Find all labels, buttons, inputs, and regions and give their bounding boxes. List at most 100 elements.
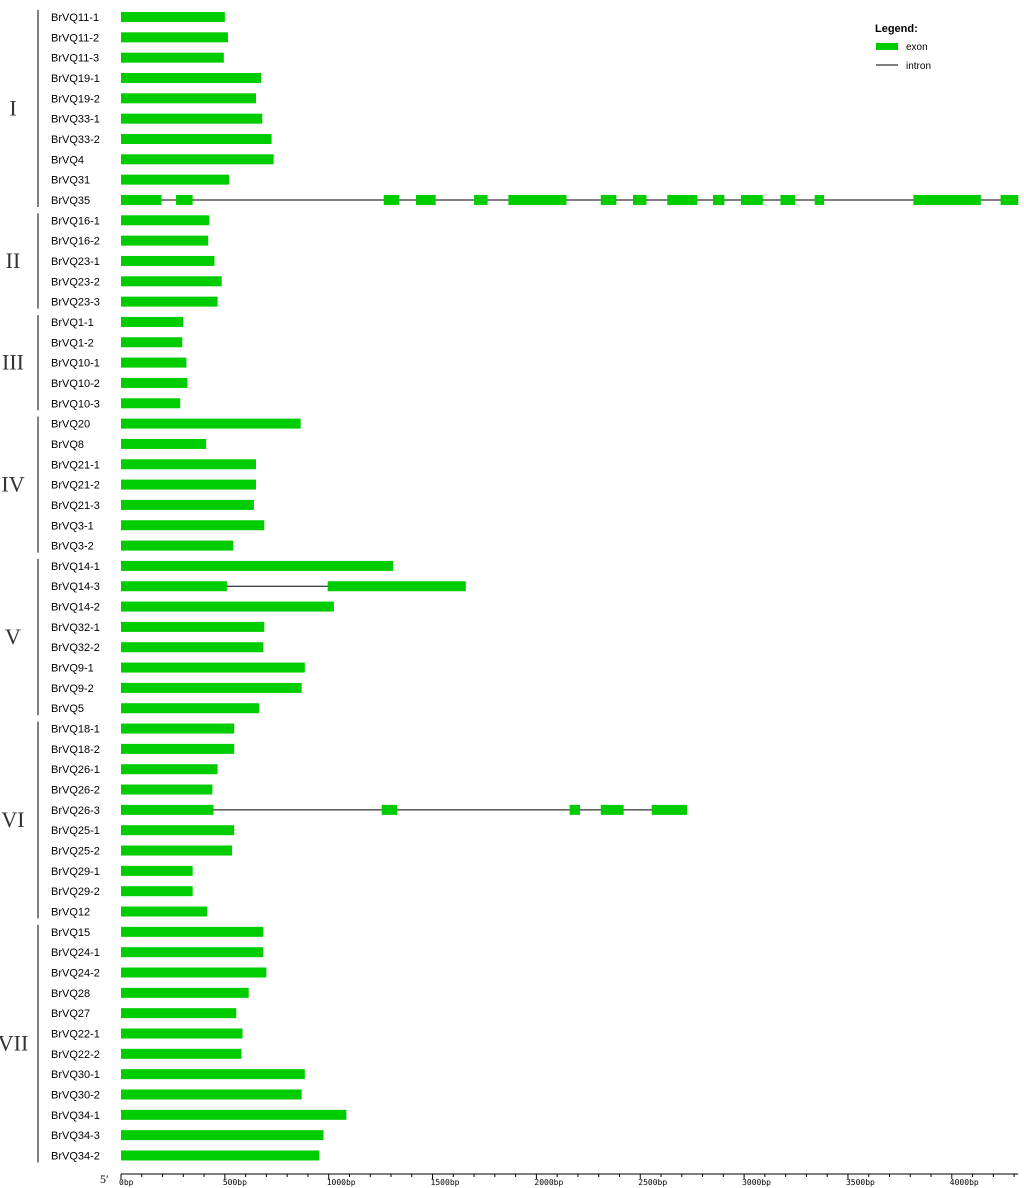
gene-label: BrVQ23-3 (51, 297, 100, 309)
exon-bar (121, 154, 274, 165)
exon-bar (121, 174, 230, 185)
gene-label: BrVQ16-1 (51, 215, 100, 227)
gene-row: BrVQ10-3 (51, 398, 181, 410)
exon-bar (121, 93, 257, 104)
gene-row: BrVQ9-2 (51, 682, 302, 695)
gene-row: BrVQ10-1 (51, 357, 187, 370)
exon-bar (121, 723, 235, 734)
gene-label: BrVQ34-2 (51, 1150, 100, 1162)
gene-label: BrVQ12 (51, 907, 90, 919)
exon-bar (600, 194, 617, 205)
gene-label: BrVQ24-2 (51, 968, 100, 980)
exon-bar (121, 703, 260, 714)
exon-bar (121, 621, 265, 632)
group-label: VI (1, 807, 24, 832)
exon-bar (121, 52, 224, 63)
gene-label: BrVQ27 (51, 1008, 90, 1020)
gene-label: BrVQ15 (51, 927, 90, 939)
legend-exon-label: exon (906, 42, 928, 53)
gene-label: BrVQ21-3 (51, 500, 100, 512)
exon-bar (121, 113, 263, 124)
gene-row: BrVQ19-2 (51, 93, 257, 105)
gene-label: BrVQ16-2 (51, 236, 100, 248)
gene-label: BrVQ11-1 (51, 12, 99, 24)
legend-intron-label: intron (906, 61, 931, 72)
exon-bar (600, 804, 624, 815)
exon-bar (121, 1130, 324, 1141)
exon-bar (383, 194, 400, 205)
gene-label: BrVQ22-2 (51, 1049, 100, 1061)
exon-bar (327, 581, 466, 592)
axis-tick-label: 4000bp (950, 1178, 979, 1187)
gene-row: BrVQ34-3 (51, 1130, 324, 1142)
gene-row: BrVQ28 (51, 987, 249, 1000)
exon-bar (121, 459, 257, 470)
gene-label: BrVQ1-2 (51, 337, 94, 349)
exon-bar (121, 987, 249, 998)
gene-row: BrVQ11-1 (51, 12, 225, 24)
exon-bar (1000, 194, 1019, 205)
gene-label: BrVQ26-2 (51, 785, 100, 797)
gene-row: BrVQ25-1 (51, 825, 235, 837)
exon-bar (814, 194, 825, 205)
exon-bar (121, 784, 213, 795)
group-label: II (6, 248, 21, 273)
gene-row: BrVQ14-2 (51, 601, 334, 614)
exon-bar (121, 540, 234, 551)
exon-bar (121, 1069, 305, 1080)
gene-rows: BrVQ11-1 BrVQ11-2 BrVQ11-3 BrVQ19-1 BrVQ19-2… (51, 12, 1019, 1162)
gene-row: BrVQ23-1 (51, 255, 215, 268)
exon-bar (667, 194, 698, 205)
axis-tick-label: 3000bp (742, 1178, 771, 1187)
gene-label: BrVQ19-2 (51, 93, 100, 105)
gene-row: BrVQ18-1 (51, 723, 235, 736)
exon-bar (121, 398, 181, 409)
gene-row: BrVQ26-1 (51, 764, 218, 776)
five-prime-label: 5′ (100, 1172, 109, 1186)
gene-row: BrVQ24-1 (51, 947, 264, 959)
axis-tick-label: 500bp (223, 1178, 247, 1187)
gene-row: BrVQ22-2 (51, 1048, 242, 1061)
exon-bar (121, 743, 235, 754)
gene-label: BrVQ21-1 (51, 459, 100, 471)
axis-tick-label: 2000bp (534, 1178, 563, 1187)
gene-label: BrVQ29-2 (51, 886, 100, 898)
gene-row: BrVQ16-2 (51, 235, 209, 248)
exon-bar (121, 194, 162, 205)
gene-label: BrVQ26-1 (51, 764, 100, 776)
gene-label: BrVQ9-2 (51, 683, 94, 695)
gene-row: BrVQ34-2 (51, 1150, 320, 1162)
gene-label: BrVQ26-3 (51, 805, 100, 817)
gene-row: BrVQ4 (51, 154, 274, 166)
gene-row: BrVQ27 (51, 1008, 237, 1020)
gene-label: BrVQ5 (51, 703, 84, 715)
legend: Legend: exon intron (875, 23, 931, 72)
exon-bar (121, 1008, 237, 1019)
gene-row: BrVQ32-2 (51, 642, 264, 654)
gene-row: BrVQ29-1 (51, 865, 193, 878)
gene-row: BrVQ5 (51, 703, 260, 715)
gene-row: BrVQ35 (51, 194, 1019, 207)
gene-label: BrVQ8 (51, 439, 84, 451)
gene-label: BrVQ1-1 (51, 317, 94, 329)
exon-bar (632, 194, 647, 205)
group-label: V (5, 624, 21, 649)
exon-bar (121, 215, 210, 226)
gene-label: BrVQ30-2 (51, 1089, 100, 1101)
gene-label: BrVQ32-2 (51, 642, 100, 654)
gene-label: BrVQ20 (51, 419, 90, 431)
legend-title: Legend: (875, 23, 918, 35)
gene-label: BrVQ4 (51, 154, 84, 166)
gene-label: BrVQ18-1 (51, 724, 100, 736)
gene-label: BrVQ34-1 (51, 1110, 100, 1122)
exon-bar (121, 337, 183, 348)
gene-label: BrVQ35 (51, 195, 90, 207)
gene-label: BrVQ10-3 (51, 398, 100, 410)
gene-label: BrVQ22-1 (51, 1029, 100, 1041)
gene-row: BrVQ26-3 (51, 804, 687, 817)
exon-bar (121, 418, 301, 429)
gene-label: BrVQ25-1 (51, 825, 100, 837)
exon-bar (121, 255, 215, 266)
exon-bar (121, 1089, 302, 1100)
